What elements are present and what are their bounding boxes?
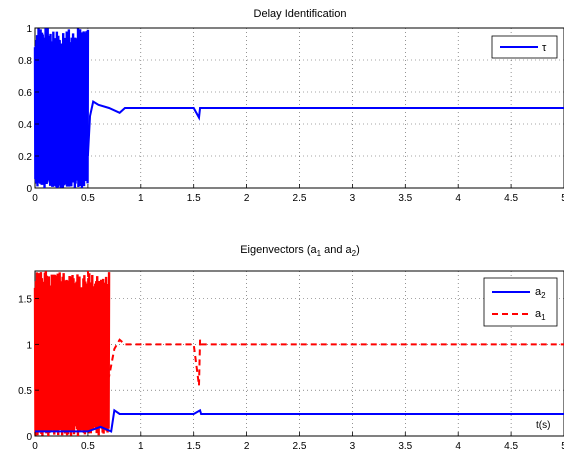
x-tick-label: 4 [455,441,461,452]
x-tick-label: 0 [32,193,38,204]
x-tick-label: 0.5 [81,193,95,204]
x-tick-label: 4 [455,193,461,204]
y-tick-label: 0.2 [18,152,32,163]
x-tick-label: 3.5 [398,441,412,452]
x-tick-label: 2 [244,441,250,452]
eigenvectors-panel: Eigenvectors (a1 and a2) 0 0.5 1 1.5 2 2.5 3 3.… [18,244,564,452]
x-tick-label: 1.5 [187,193,201,204]
legend-box-2 [483,277,558,327]
y-tick-label: 0 [26,184,32,195]
chart-title-2: Eigenvectors (a1 and a2) [240,244,360,258]
delay-identification-panel: Delay Identification 0 0.5 1 1.5 2 2.5 3 3.5 4 4.… [18,8,564,204]
x-axis-label: t(s) [536,420,550,431]
x-tick-label: 2.5 [293,441,307,452]
x-tick-label: 1 [138,193,144,204]
y-tick-label: 0.8 [18,56,32,67]
y-tick-label: 1.5 [18,295,32,306]
x-tick-label: 5 [561,193,564,204]
x-tick-label: 1.5 [187,441,201,452]
y-tick-label: 0.5 [18,386,32,397]
x-tick-label: 3 [350,441,356,452]
series-line-0 [86,100,564,157]
chart-title: Delay Identification [254,8,347,20]
x-tick-label: 4.5 [504,193,518,204]
legend-label-a1: a1 [535,308,546,322]
legend-2: a2 a1 [483,277,558,327]
x-tick-label: 0.5 [81,441,95,452]
y-tick-label: 0 [26,432,32,443]
y-tick-label: 0.6 [18,88,32,99]
x-tick-label: 3.5 [398,193,412,204]
legend: τ [491,35,558,59]
x-tick-label: 2.5 [293,193,307,204]
legend-label-a2: a2 [535,286,546,300]
x-tick-label: 0 [32,441,38,452]
y-tick-label: 1 [26,24,32,35]
x-tick-label: 2 [244,193,250,204]
oscillation-band-1 [33,271,111,436]
legend-label-tau: τ [542,42,547,54]
series-line-0 [35,408,564,433]
y-tick-label: 1 [26,340,32,351]
x-tick-label: 1 [138,441,144,452]
x-tick-label: 4.5 [504,441,518,452]
y-tick-label: 0.4 [18,120,32,131]
x-tick-label: 5 [561,441,564,452]
oscillation-band-0 [33,28,90,189]
x-tick-label: 3 [350,193,356,204]
series-line-1 [86,270,564,386]
